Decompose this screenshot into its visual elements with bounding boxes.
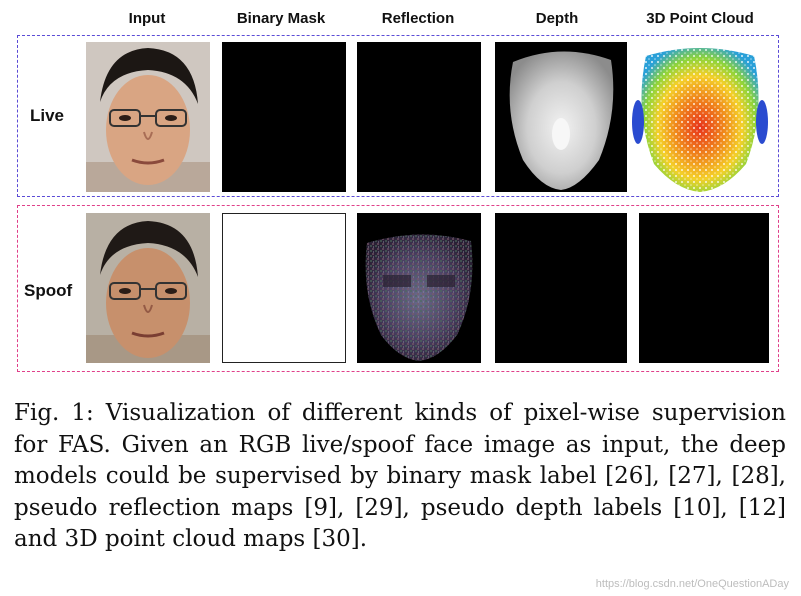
live-row-box [17,35,779,197]
row-label-live: Live [30,106,65,125]
live-reflection-map [357,42,481,192]
column-header-binary-mask: Binary Mask [236,10,326,27]
spoof-depth-map [495,213,627,363]
watermark-text: https://blog.csdn.net/OneQuestionADay [595,578,789,590]
column-header-input: Input [128,10,166,27]
live-depth-map [495,42,627,192]
column-header-depth: Depth [535,10,579,27]
spoof-reflection-map [357,213,481,363]
spoof-binary-mask [222,213,346,363]
live-input-face-image [86,42,210,192]
column-header-point-cloud: 3D Point Cloud [646,10,754,27]
live-binary-mask [222,42,346,192]
live-point-cloud [632,42,768,192]
spoof-point-cloud [639,213,769,363]
spoof-input-face-image [86,213,210,363]
figure-caption: Fig. 1: Visualization of different kinds… [14,400,786,552]
column-header-reflection: Reflection [381,10,455,27]
spoof-row-box [17,205,779,372]
row-label-spoof: Spoof [24,281,73,300]
